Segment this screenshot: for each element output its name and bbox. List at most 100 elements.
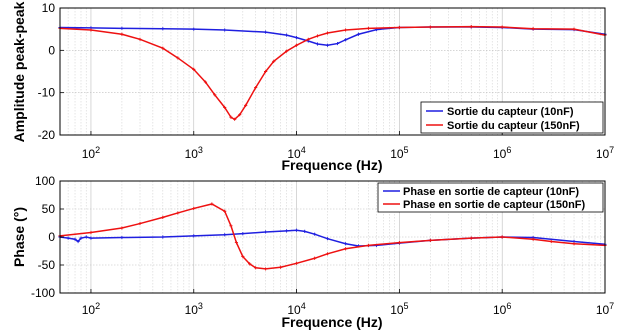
- amplitude-data-point-150nf: [325, 31, 330, 35]
- amplitude-data-point-150nf: [238, 113, 242, 117]
- amplitude-data-point-10nf: [161, 27, 165, 31]
- phase-y-axis-label: Phase (°): [11, 207, 27, 267]
- amplitude-x-ticks: 102 103 104 105 106 107: [82, 131, 614, 161]
- amplitude-y-tick-label: 0: [48, 43, 55, 57]
- phase-data-point-10nf: [313, 232, 317, 236]
- phase-data-point-150nf: [344, 247, 348, 251]
- phase-data-point-150nf: [397, 241, 401, 245]
- amplitude-data-point-10nf: [294, 36, 299, 40]
- amplitude-y-axis-label: Amplitude peak-peak: [11, 1, 27, 142]
- phase-legend: Phase en sortie de capteur (10nF) Phase …: [377, 182, 604, 213]
- amplitude-data-point-150nf: [500, 25, 504, 29]
- phase-data-point-150nf: [264, 267, 268, 271]
- phase-data-point-10nf: [84, 235, 88, 239]
- amplitude-data-point-150nf: [213, 93, 217, 97]
- phase-data-point-150nf: [192, 206, 196, 211]
- phase-data-point-10nf: [285, 229, 289, 233]
- phase-y-tick-label: 50: [42, 202, 56, 216]
- amplitude-data-point-150nf: [272, 59, 276, 63]
- phase-data-point-10nf: [241, 232, 245, 236]
- amplitude-data-point-10nf: [344, 38, 348, 42]
- amplitude-data-point-150nf: [203, 80, 208, 84]
- amplitude-x-tick-label: 103: [185, 145, 203, 161]
- amplitude-data-point-150nf: [192, 67, 196, 71]
- phase-data-point-10nf: [79, 236, 83, 240]
- amplitude-data-point-150nf: [254, 85, 258, 90]
- amplitude-data-point-150nf: [428, 25, 432, 29]
- phase-data-point-150nf: [279, 265, 283, 269]
- amplitude-data-point-10nf: [192, 27, 196, 31]
- amplitude-data-point-150nf: [264, 69, 268, 74]
- amplitude-data-point-10nf: [120, 26, 124, 30]
- amplitude-data-point-10nf: [223, 28, 227, 32]
- phase-data-point-150nf: [366, 243, 371, 247]
- phase-x-axis-label: Frequence (Hz): [281, 314, 382, 330]
- phase-data-point-10nf: [76, 239, 80, 244]
- phase-series-layer: [58, 202, 607, 271]
- phase-data-point-150nf: [572, 242, 576, 246]
- phase-data-point-10nf: [294, 228, 299, 232]
- amplitude-data-point-10nf: [315, 42, 320, 46]
- phase-data-point-150nf: [161, 215, 165, 219]
- phase-data-point-10nf: [344, 242, 348, 246]
- phase-data-point-150nf: [223, 209, 227, 213]
- amplitude-x-tick-label: 102: [82, 145, 100, 161]
- phase-x-tick-label: 104: [287, 301, 305, 317]
- phase-y-ticks: -100 -50 0 50 100: [31, 174, 64, 300]
- phase-y-tick-label: 0: [48, 230, 55, 244]
- amplitude-x-tick-label: 104: [287, 145, 305, 161]
- phase-data-point-150nf: [248, 262, 252, 266]
- phase-data-point-150nf: [89, 230, 93, 235]
- phase-x-tick-label: 105: [390, 301, 408, 317]
- amplitude-y-ticks: -20 -10 0 10: [38, 1, 64, 142]
- phase-panel: -100 -50 0 50 100 102 103 104 105 106 107 Frequen…: [11, 174, 614, 330]
- phase-x-tick-label: 102: [82, 301, 100, 317]
- phase-data-point-10nf: [192, 234, 196, 238]
- amplitude-legend-text-150nf: Sortie du capteur (150nF): [447, 120, 580, 132]
- amplitude-data-point-150nf: [344, 28, 348, 32]
- phase-data-point-10nf: [89, 236, 93, 240]
- amplitude-legend: Sortie du capteur (10nF) Sortie du capte…: [420, 101, 604, 134]
- phase-y-tick-label: 100: [35, 174, 55, 188]
- amplitude-data-point-150nf: [294, 43, 299, 47]
- amplitude-data-point-150nf: [572, 27, 576, 31]
- amplitude-x-axis-label: Frequence (Hz): [281, 157, 382, 173]
- amplitude-data-point-10nf: [264, 30, 268, 34]
- phase-data-point-10nf: [303, 229, 307, 233]
- amplitude-data-point-150nf: [285, 49, 289, 53]
- amplitude-data-point-150nf: [176, 56, 180, 60]
- amplitude-y-tick-label: 10: [42, 1, 56, 15]
- phase-data-point-150nf: [428, 238, 432, 242]
- phase-x-tick-label: 106: [493, 301, 511, 317]
- phase-data-point-150nf: [549, 239, 553, 244]
- phase-y-tick-label: -50: [38, 258, 56, 272]
- phase-legend-box: [377, 182, 604, 213]
- amplitude-data-point-150nf: [161, 46, 165, 50]
- phase-data-point-10nf: [66, 236, 70, 240]
- amplitude-legend-text-10nf: Sortie du capteur (10nF): [447, 106, 574, 118]
- phase-legend-text-150nf: Phase en sortie de capteur (150nF): [403, 199, 586, 211]
- phase-data-point-150nf: [313, 256, 317, 260]
- amplitude-plot-frame: [59, 7, 606, 136]
- amplitude-data-point-10nf: [285, 33, 289, 37]
- phase-data-point-150nf: [325, 252, 330, 256]
- amplitude-data-point-150nf: [397, 25, 401, 30]
- amplitude-y-tick-label: -10: [38, 86, 56, 100]
- phase-data-point-10nf: [325, 237, 330, 241]
- amplitude-data-point-10nf: [356, 32, 361, 36]
- phase-data-point-10nf: [161, 235, 165, 239]
- phase-legend-text-10nf: Phase en sortie de capteur (10nF): [403, 186, 579, 198]
- amplitude-data-point-150nf: [233, 117, 237, 121]
- amplitude-y-tick-label: -20: [38, 128, 56, 142]
- phase-data-point-10nf: [264, 230, 268, 234]
- amplitude-data-point-10nf: [335, 41, 340, 46]
- amplitude-data-point-150nf: [120, 32, 124, 36]
- phase-data-point-150nf: [229, 224, 233, 228]
- amplitude-x-tick-label: 105: [390, 145, 408, 161]
- amplitude-series-layer: [58, 25, 607, 121]
- phase-data-point-150nf: [294, 261, 299, 265]
- phase-data-point-150nf: [241, 255, 245, 259]
- phase-data-point-10nf: [120, 235, 124, 240]
- phase-data-point-150nf: [469, 236, 473, 240]
